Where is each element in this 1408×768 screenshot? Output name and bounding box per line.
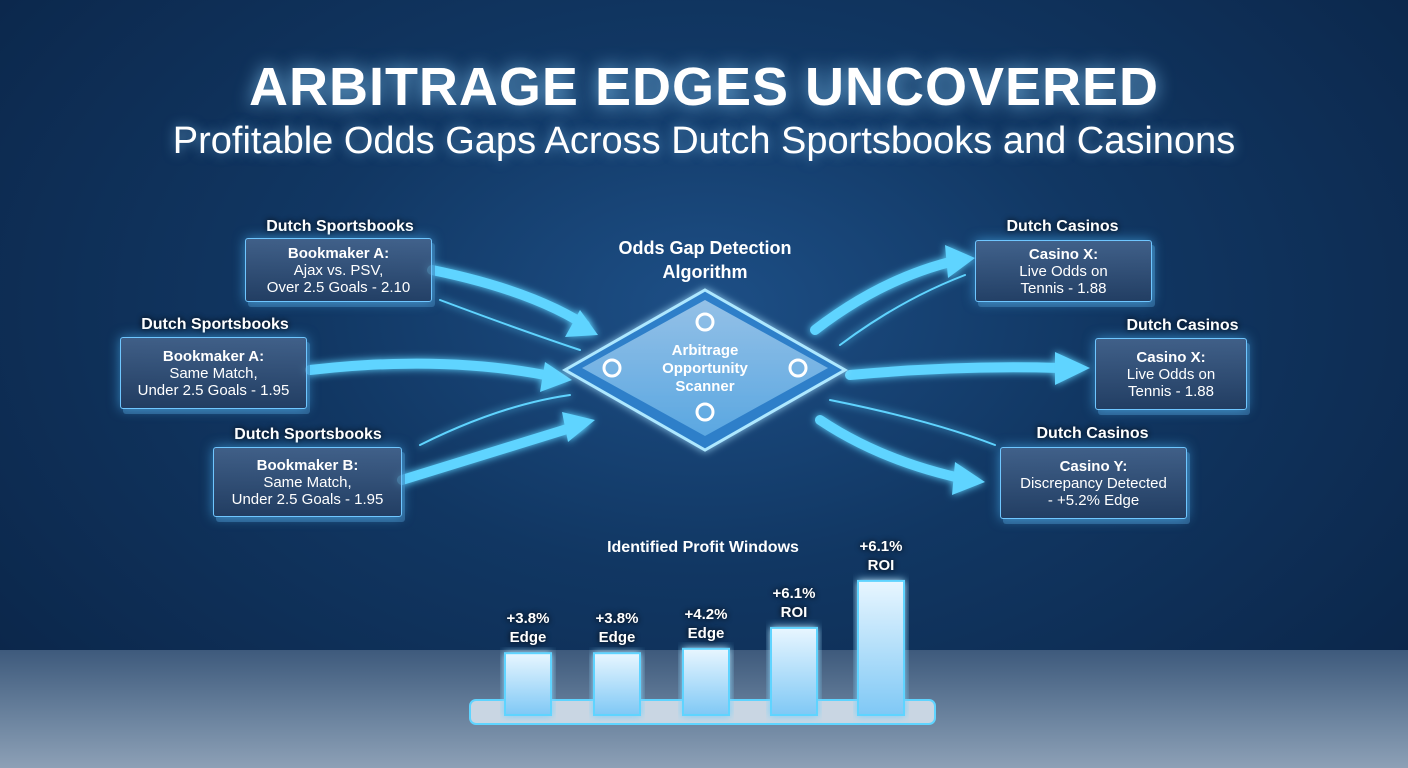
casino-detail: Discrepancy Detected — [1020, 474, 1167, 492]
scanner-line2: Opportunity — [662, 360, 748, 377]
casino-detail: Live Odds on — [1126, 365, 1216, 383]
casino-group-label: Dutch Casinos — [1036, 425, 1149, 442]
source-detail: Same Match, — [169, 364, 258, 382]
bar-label-line: ROI — [780, 603, 808, 621]
casino-name: Casino X: — [1136, 348, 1206, 366]
bar — [504, 652, 552, 717]
bar-label: +3.8% Edge — [488, 609, 568, 647]
arrow-right-2 — [845, 362, 1065, 380]
casino-card-y: Casino Y: Discrepancy Detected - +5.2% E… — [1000, 447, 1187, 519]
casino-odds: Tennis - 1.88 — [1020, 279, 1107, 297]
source-card-bookmaker-b: Bookmaker B: Same Match, Under 2.5 Goals… — [213, 447, 402, 517]
arrow-right-1 — [810, 257, 955, 335]
algorithm-title-line2: Algorithm — [662, 262, 748, 282]
scanner-diamond — [561, 288, 849, 452]
source-name: Bookmaker A: — [287, 244, 390, 262]
scanner-label: Arbitrage Opportunity Scanner — [640, 342, 770, 396]
source-detail: Ajax vs. PSV, — [293, 261, 384, 279]
bar-label: +6.1% ROI — [754, 584, 834, 622]
page-title: ARBITRAGE EDGES UNCOVERED — [248, 57, 1160, 117]
chart-title: Identified Profit Windows — [607, 539, 799, 556]
bar-label: +4.2% Edge — [666, 605, 746, 643]
algorithm-title: Odds Gap Detection Algorithm — [580, 236, 830, 284]
casino-group-label: Dutch Casinos — [1126, 317, 1239, 334]
arrow-left-3 — [397, 420, 585, 485]
bar-label-line: +4.2% — [684, 605, 728, 623]
bar-label-line: +3.8% — [595, 610, 639, 628]
casino-name: Casino X: — [1028, 245, 1099, 263]
source-group-label: Dutch Sportsbooks — [266, 218, 414, 235]
casino-odds: Tennis - 1.88 — [1128, 382, 1214, 400]
bar-label: +3.8% Edge — [577, 609, 657, 647]
bar-label-line: +6.1% — [859, 537, 903, 555]
casino-odds: - +5.2% Edge — [1047, 491, 1140, 509]
bar-label-line: +6.1% — [772, 584, 816, 602]
scanner-line3: Scanner — [675, 378, 735, 395]
casino-card-x-1: Casino X: Live Odds on Tennis - 1.88 — [975, 240, 1152, 302]
bar — [857, 579, 905, 717]
bar-label-line: +3.8% — [506, 610, 550, 628]
casino-group-label: Dutch Casinos — [1006, 218, 1119, 235]
bar-label: +6.1% ROI — [841, 537, 921, 575]
source-card-bookmaker-a-under: Bookmaker A: Same Match, Under 2.5 Goals… — [120, 337, 307, 409]
arrow-left-1 — [427, 265, 590, 330]
bar-label-line: ROI — [867, 556, 895, 574]
casino-name: Casino Y: — [1059, 457, 1128, 475]
source-odds: Under 2.5 Goals - 1.95 — [231, 490, 384, 508]
source-card-bookmaker-a-over: Bookmaker A: Ajax vs. PSV, Over 2.5 Goal… — [245, 238, 432, 302]
source-name: Bookmaker B: — [256, 456, 359, 474]
bar — [770, 626, 818, 717]
page-subtitle: Profitable Odds Gaps Across Dutch Sports… — [172, 120, 1236, 162]
bar-label-line: Edge — [598, 629, 636, 647]
arrow-right-3 — [815, 415, 965, 483]
source-name: Bookmaker A: — [162, 347, 265, 365]
bar — [682, 647, 730, 716]
casino-detail: Live Odds on — [1019, 262, 1108, 280]
bar-label-line: Edge — [509, 629, 547, 647]
scanner-line1: Arbitrage — [671, 342, 739, 359]
algorithm-title-line1: Odds Gap Detection — [618, 238, 792, 258]
source-detail: Same Match, — [263, 473, 352, 491]
source-group-label: Dutch Sportsbooks — [141, 316, 289, 333]
casino-card-x-2: Casino X: Live Odds on Tennis - 1.88 — [1095, 338, 1247, 410]
source-group-label: Dutch Sportsbooks — [234, 426, 382, 443]
bar-label-line: Edge — [687, 624, 725, 642]
source-odds: Under 2.5 Goals - 1.95 — [137, 381, 290, 399]
arrow-left-2 — [305, 358, 550, 380]
bar — [593, 652, 641, 717]
source-odds: Over 2.5 Goals - 2.10 — [266, 278, 411, 296]
